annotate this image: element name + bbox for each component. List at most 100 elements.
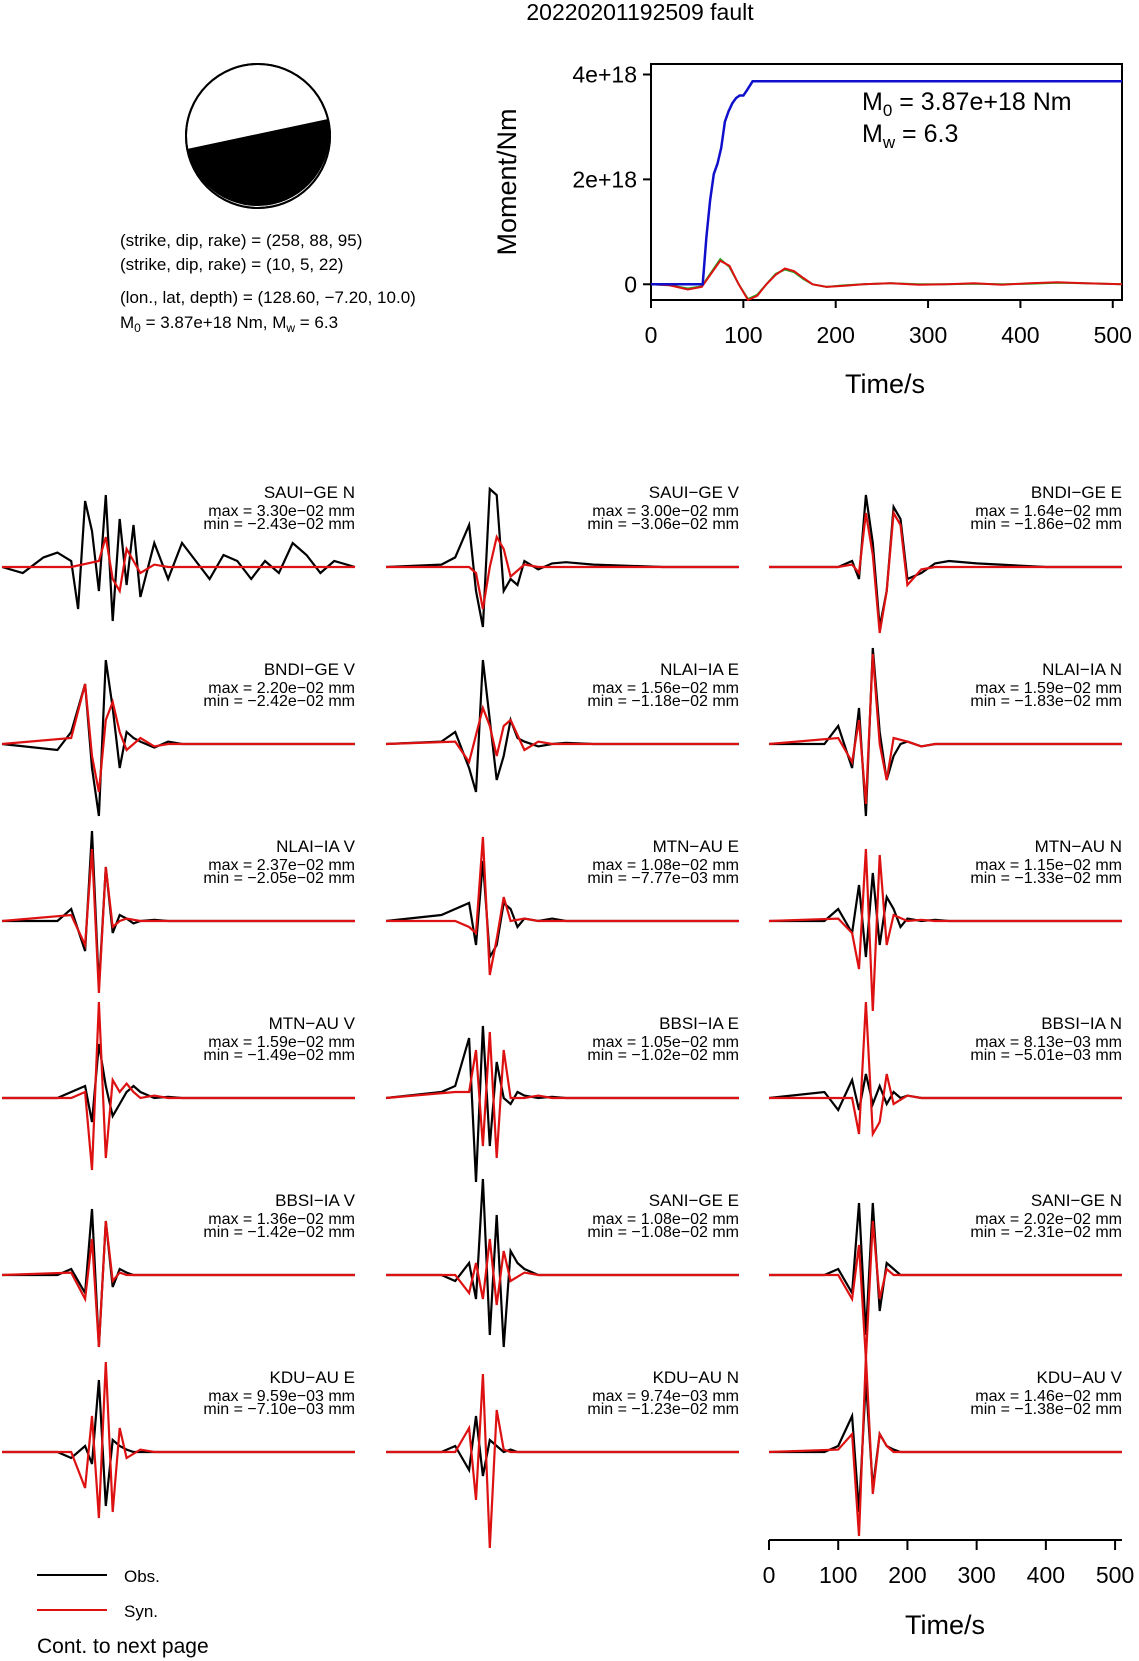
moment-x-axis-label: Time/s [845,369,925,399]
moment-rate-curve-green [650,257,1123,301]
station-label: BNDI−GE E [1031,483,1122,502]
moment-plot-frame [650,63,1123,301]
synthetic-trace [386,1373,739,1549]
station-label: BNDI−GE V [264,660,356,679]
waveform-time-axis: 0 100 200 300 400 500 Time/s [763,1539,1134,1640]
trace-min-label: min = −1.08e−02 mm [587,1224,739,1241]
moment-y-axis-label: Moment/Nm [492,108,522,255]
trace-max-label: max = 1.59e−02 mm [208,1034,355,1051]
moment-annotation-mw: Mw = 6.3 [862,120,958,152]
moment-magnitude-info: M0 = 3.87e+18 Nm, Mw = 6.3 [120,313,338,335]
trace-max-label: max = 2.20e−02 mm [208,680,355,697]
trace-min-label: min = −5.01e−03 mm [970,1047,1122,1064]
waveform-x-axis-label: Time/s [905,1610,985,1640]
synthetic-trace [768,848,1122,1012]
synthetic-trace [1,1220,355,1348]
trace-min-label: min = −1.18e−02 mm [587,693,739,710]
legend-obs-label: Obs. [124,1567,160,1586]
station-label: SAUI−GE V [649,483,740,502]
trace-min-label: min = −1.49e−02 mm [203,1047,355,1064]
trace-max-label: max = 2.37e−02 mm [208,857,355,874]
station-label: BBSI−IA N [1041,1014,1122,1033]
station-label: BBSI−IA E [659,1014,739,1033]
trace-max-label: max = 1.46e−02 mm [975,1388,1122,1405]
synthetic-trace [386,1238,739,1306]
moment-x-tick-label: 300 [909,322,947,348]
continued-note: Cont. to next page [37,1635,209,1658]
synthetic-trace [385,1031,739,1159]
station-label: SANI−GE N [1031,1191,1122,1210]
station-label: KDU−AU N [653,1368,739,1387]
moment-rate-curve-red [650,259,1123,302]
moment-x-tick-label: 200 [817,322,855,348]
trace-min-label: min = −2.43e−02 mm [203,516,355,533]
trace-min-label: min = −2.31e−02 mm [970,1224,1122,1241]
station-label: NLAI−IA N [1042,660,1122,679]
station-label: MTN−AU E [653,837,739,856]
moment-annotation-m0: M0 = 3.87e+18 Nm [862,88,1072,120]
station-label: KDU−AU V [1037,1368,1123,1387]
synthetic-trace [2,536,355,595]
hypocenter-location: (lon., lat, depth) = (128.60, −7.20, 10.… [120,288,416,307]
trace-min-label: min = −1.33e−02 mm [970,870,1122,887]
beachball-compressional-quadrant [187,119,330,207]
moment-y-ticks: 0 2e+18 4e+18 [572,61,651,297]
trace-max-label: max = 9.74e−03 mm [592,1388,739,1405]
synthetic-trace [385,704,739,765]
station-label: MTN−AU V [269,1014,356,1033]
trace-min-label: min = −7.10e−03 mm [203,1401,355,1418]
trace-max-label: max = 9.59e−03 mm [208,1388,355,1405]
waveform-x-ticks: 0 100 200 300 400 500 [763,1540,1134,1588]
trace-min-label: min = −1.42e−02 mm [203,1224,355,1241]
moment-y-tick-label: 0 [624,271,637,297]
station-label: NLAI−IA V [276,837,356,856]
nodal-plane-1: (strike, dip, rake) = (258, 88, 95) [120,231,362,250]
trace-min-label: min = −1.83e−02 mm [970,693,1122,710]
trace-max-label: max = 2.02e−02 mm [975,1211,1122,1228]
trace-min-label: min = −1.86e−02 mm [970,516,1122,533]
synthetic-trace [769,509,1122,634]
focal-mechanism-info: (strike, dip, rake) = (258, 88, 95) (str… [120,231,416,335]
trace-max-label: max = 8.13e−03 mm [975,1034,1122,1051]
trace-min-label: min = −3.06e−02 mm [587,516,739,533]
waveform-x-tick-label: 100 [819,1562,857,1588]
moment-x-tick-label: 500 [1094,322,1132,348]
trace-max-label: max = 1.59e−02 mm [975,680,1122,697]
observed-trace [386,1415,739,1477]
trace-min-label: min = −1.38e−02 mm [970,1401,1122,1418]
moment-y-tick-label: 2e+18 [572,166,637,192]
synthetic-trace [769,1001,1122,1138]
trace-min-label: min = −2.05e−02 mm [203,870,355,887]
legend-syn-label: Syn. [124,1602,158,1621]
station-label: KDU−AU E [270,1368,356,1387]
moment-x-ticks: 0 100 200 300 400 500 [645,300,1132,348]
waveform-x-tick-label: 200 [888,1562,926,1588]
trace-max-label: max = 1.08e−02 mm [592,857,739,874]
trace-min-label: min = −1.23e−02 mm [587,1401,739,1418]
trace-max-label: max = 1.56e−02 mm [592,680,739,697]
observed-trace [769,494,1122,628]
legend: Obs. Syn. [37,1567,160,1621]
trace-max-label: max = 3.30e−02 mm [208,503,355,520]
waveform-x-tick-label: 500 [1096,1562,1134,1588]
synthetic-trace [768,1355,1122,1537]
synthetic-trace [386,534,739,610]
synthetic-trace [386,836,739,976]
station-label: SANI−GE E [649,1191,739,1210]
trace-max-label: max = 1.64e−02 mm [975,503,1122,520]
station-label: BBSI−IA V [275,1191,356,1210]
